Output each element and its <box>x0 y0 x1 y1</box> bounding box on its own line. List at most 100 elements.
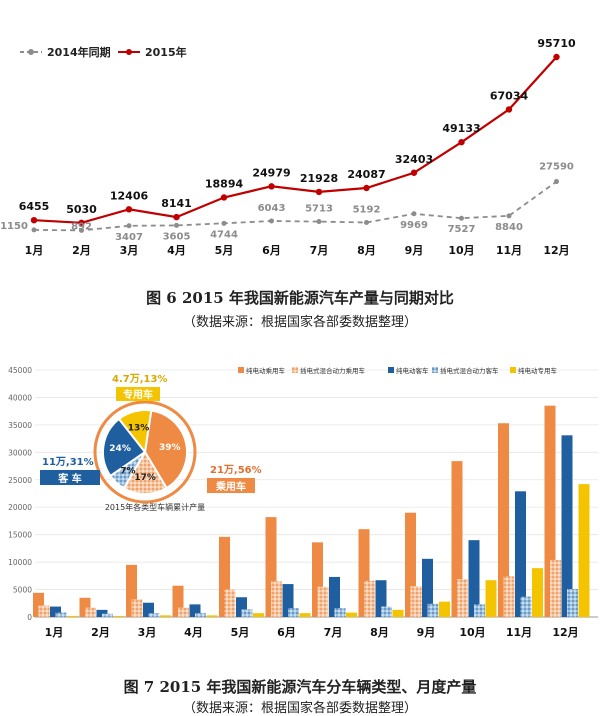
pie-slice <box>102 417 147 478</box>
inset-pie: 39% 17%7% 24% 13% 2015年各类型车辆累计产量 4.7万,13% 专用车 2… <box>40 373 262 512</box>
figure6-title: 图 6 2015 年我国新能源汽车产量与同期对比 <box>146 289 454 307</box>
legend-label: 2015年 <box>145 45 187 59</box>
data-point <box>126 223 132 229</box>
legend-swatch <box>238 367 244 373</box>
x-tick-label: 5月 <box>215 244 234 257</box>
data-point <box>410 169 418 176</box>
legend-label: 2014年同期 <box>47 45 111 59</box>
bar <box>55 612 67 617</box>
x-tick-label: 2月 <box>72 244 91 257</box>
line-series-group <box>30 53 560 233</box>
bar <box>195 613 206 617</box>
bar <box>113 615 125 617</box>
bar <box>439 601 450 617</box>
legend-label: 纯电动客车 <box>396 366 429 375</box>
bar <box>282 584 294 617</box>
callout-special-box <box>116 387 160 401</box>
pie-slice-label: 13% <box>128 424 150 434</box>
bar <box>364 580 375 617</box>
line-legend: 2014年同期 2015年 <box>20 45 187 59</box>
bar <box>271 581 282 617</box>
x-tick-label: 2月 <box>91 626 110 639</box>
data-point <box>269 218 274 224</box>
legend-label: 纯电动专用车 <box>518 366 558 375</box>
bar <box>312 542 323 617</box>
data-label-2015: 12406 <box>110 189 149 202</box>
bar <box>148 613 160 617</box>
data-point <box>553 53 560 61</box>
bar <box>422 558 433 617</box>
y-tick-label: 35000 <box>8 421 32 430</box>
data-point <box>315 188 323 196</box>
bar <box>381 606 392 617</box>
y-tick-label: 40000 <box>8 393 32 402</box>
legend-label: 插电式混合动力乘用车 <box>300 366 366 375</box>
data-point <box>78 219 85 227</box>
pie-title: 2015年各类型车辆累计产量 <box>105 502 205 512</box>
data-label-2015: 49133 <box>442 122 480 135</box>
x-tick-label: 6月 <box>262 244 281 257</box>
bar <box>160 615 171 617</box>
figure7-source: （数据来源：根据国家各部委数据整理） <box>182 701 417 716</box>
bar <box>567 589 578 617</box>
bar <box>178 607 189 617</box>
bar <box>410 586 422 617</box>
bar <box>85 607 96 617</box>
bar <box>172 585 184 617</box>
bar <box>346 612 357 617</box>
bar <box>544 405 556 617</box>
data-point <box>174 222 179 228</box>
callout-bus-box <box>40 470 100 485</box>
bar <box>224 589 236 617</box>
bar <box>79 597 91 617</box>
bar <box>498 423 509 617</box>
legend-label: 纯电动乘用车 <box>246 366 286 375</box>
bar <box>451 461 463 617</box>
legend-marker <box>126 49 132 55</box>
data-label-2014: 5192 <box>353 205 381 216</box>
callout-special-value: 4.7万,13% <box>112 373 167 385</box>
bar-x-axis: 1月 2月 3月 4月 5月 6月 7月 8月 9月 10月 11月 12月 <box>45 626 579 639</box>
data-point <box>458 138 465 146</box>
data-label-2014: 3407 <box>115 232 143 243</box>
bar-series-group <box>33 405 590 617</box>
line-data-labels: 6455 5030 12406 8141 18894 24979 21928 24087 324… <box>0 37 576 243</box>
pie-ring <box>93 400 197 504</box>
data-point <box>316 219 322 225</box>
x-tick-label: 8月 <box>357 244 376 257</box>
data-point <box>220 194 228 201</box>
data-label-2014: 5713 <box>305 204 333 215</box>
bar <box>317 586 329 617</box>
x-tick-label: 1月 <box>45 626 64 639</box>
x-tick-label: 11月 <box>506 626 532 639</box>
data-point <box>173 213 180 221</box>
data-point <box>268 183 275 190</box>
data-label-2015: 18894 <box>205 177 244 190</box>
x-tick-label: 1月 <box>25 244 44 257</box>
x-tick-label: 8月 <box>370 626 389 639</box>
bar <box>102 613 113 617</box>
bar <box>427 603 439 617</box>
data-point <box>554 179 559 185</box>
figure7-title: 图 7 2015 年我国新能源汽车分车辆类型、月度产量 <box>123 678 477 696</box>
bar <box>126 564 137 617</box>
line-x-axis: 1月 2月 3月 4月 5月 6月 7月 8月 9月 10月 11月 12月 <box>25 244 570 257</box>
data-label-2015: 24087 <box>347 168 385 181</box>
bar-legend: 纯电动乘用车 插电式混合动力乘用车 纯电动客车 插电式混合动力客车 纯电动专用车 <box>238 366 558 375</box>
x-tick-label: 10月 <box>459 626 485 639</box>
series-line <box>33 180 558 232</box>
x-tick-label: 11月 <box>496 244 522 257</box>
bar <box>38 605 50 617</box>
callout-passenger-box <box>207 478 255 493</box>
bar <box>457 579 468 617</box>
bar <box>96 609 108 617</box>
data-point <box>506 213 512 219</box>
x-tick-label: 9月 <box>417 626 436 639</box>
x-tick-label: 3月 <box>138 626 157 639</box>
callout-bus-label: 客 车 <box>57 472 81 485</box>
data-point <box>411 211 417 217</box>
bar <box>67 615 78 617</box>
bar <box>550 559 561 617</box>
x-tick-label: 12月 <box>552 626 578 639</box>
bar <box>329 576 340 617</box>
